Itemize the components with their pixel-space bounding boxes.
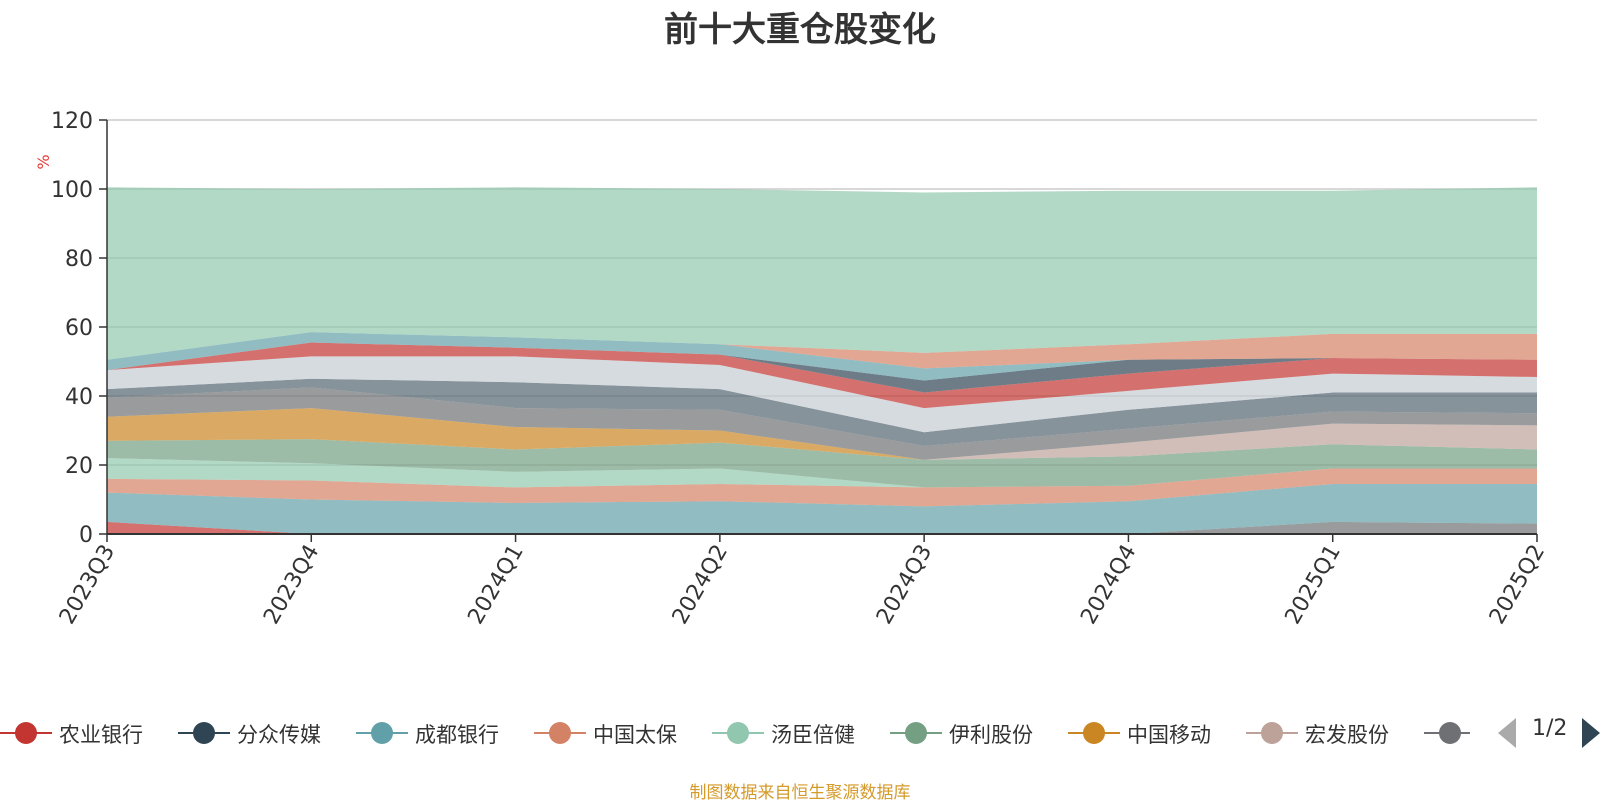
area-series-10[interactable] (107, 356, 1537, 433)
legend-page-indicator: 1/2 (1532, 716, 1568, 741)
y-axis-label: % (34, 154, 53, 169)
legend-label: 中国移动 (1127, 723, 1211, 747)
y-tick-label: 40 (65, 385, 93, 410)
y-tick-label: 20 (65, 454, 93, 479)
area-series-13[interactable] (107, 332, 1537, 381)
area-series-6[interactable] (107, 408, 1537, 460)
legend-label: 成都银行 (415, 723, 499, 747)
x-tick-label: 2024Q3 (872, 541, 937, 629)
y-tick-label: 120 (51, 109, 93, 134)
x-tick-label: 2024Q1 (463, 541, 528, 629)
area-series-2[interactable] (107, 483, 1537, 534)
chart-title: 前十大重仓股变化 (664, 10, 936, 50)
legend-marker-icon (890, 722, 942, 744)
area-series-3[interactable] (107, 468, 1537, 507)
y-tick-label: 100 (51, 178, 93, 203)
legend-item[interactable]: 成都银行 (356, 713, 534, 753)
area-series-7[interactable] (107, 408, 1537, 460)
area-series-9[interactable] (107, 378, 1537, 447)
legend-marker-icon (178, 722, 230, 744)
legend-label: 伊利股份 (949, 723, 1033, 747)
y-tick-label: 80 (65, 247, 93, 272)
legend-item[interactable]: 中国太保 (534, 713, 712, 753)
legend-item[interactable]: 分众传媒 (178, 713, 356, 753)
legend-marker-icon (1424, 722, 1470, 744)
x-tick-label: 2025Q1 (1281, 541, 1346, 629)
legend-next-page-icon[interactable] (1582, 718, 1600, 748)
legend-item[interactable]: 宏发股份 (1246, 713, 1424, 753)
legend-item[interactable]: 中国移动 (1068, 713, 1246, 753)
area-series-15[interactable] (107, 187, 1537, 360)
legend-label: 汤臣倍健 (771, 723, 855, 747)
y-tick-label: 0 (79, 523, 93, 548)
legend-marker-icon (1246, 722, 1298, 744)
legend-label: 分众传媒 (237, 723, 321, 747)
chart-plot: 0 20 40 60 80 100 120% 2023Q3 2023Q4 2024Q1 2024Q2… (34, 109, 1550, 629)
legend-item[interactable]: 伊利股份 (890, 713, 1068, 753)
legend-prev-page-icon[interactable] (1498, 718, 1516, 748)
area-series-4[interactable] (107, 458, 1537, 488)
legend-item[interactable]: 农业银行 (0, 713, 178, 753)
x-tick-label: 2023Q3 (55, 541, 120, 629)
area-series-8[interactable] (107, 387, 1537, 460)
area-series-0[interactable] (107, 521, 1537, 534)
area-series-5[interactable] (107, 439, 1537, 488)
source-note: 制图数据来自恒生聚源数据库 (689, 783, 911, 803)
x-tick-label: 2024Q4 (1076, 541, 1141, 629)
area-series (107, 187, 1537, 534)
legend: 农业银行 分众传媒 成都银行 中国太保 汤臣倍健 伊利股份 中国移动 宏发股份 (0, 713, 1470, 753)
legend-label: 农业银行 (59, 723, 143, 747)
legend-marker-icon (712, 722, 764, 744)
legend-marker-icon (534, 722, 586, 744)
x-tick-label: 2024Q2 (668, 541, 733, 629)
x-tick-label: 2025Q2 (1485, 541, 1550, 629)
legend-label: 宏发股份 (1305, 723, 1389, 747)
legend-marker-icon (0, 722, 52, 744)
x-tick-label: 2023Q4 (259, 541, 324, 629)
legend-label: 中国太保 (593, 723, 677, 747)
area-series-14[interactable] (107, 332, 1537, 369)
y-tick-label: 60 (65, 316, 93, 341)
legend-item[interactable]: 汤臣倍健 (712, 713, 890, 753)
area-series-11[interactable] (107, 342, 1537, 409)
area-series-1[interactable] (107, 521, 1537, 534)
legend-pager: 1/2 (1498, 716, 1600, 752)
legend-marker-icon (356, 722, 408, 744)
legend-marker-icon (1068, 722, 1120, 744)
legend-item[interactable] (1424, 713, 1470, 753)
